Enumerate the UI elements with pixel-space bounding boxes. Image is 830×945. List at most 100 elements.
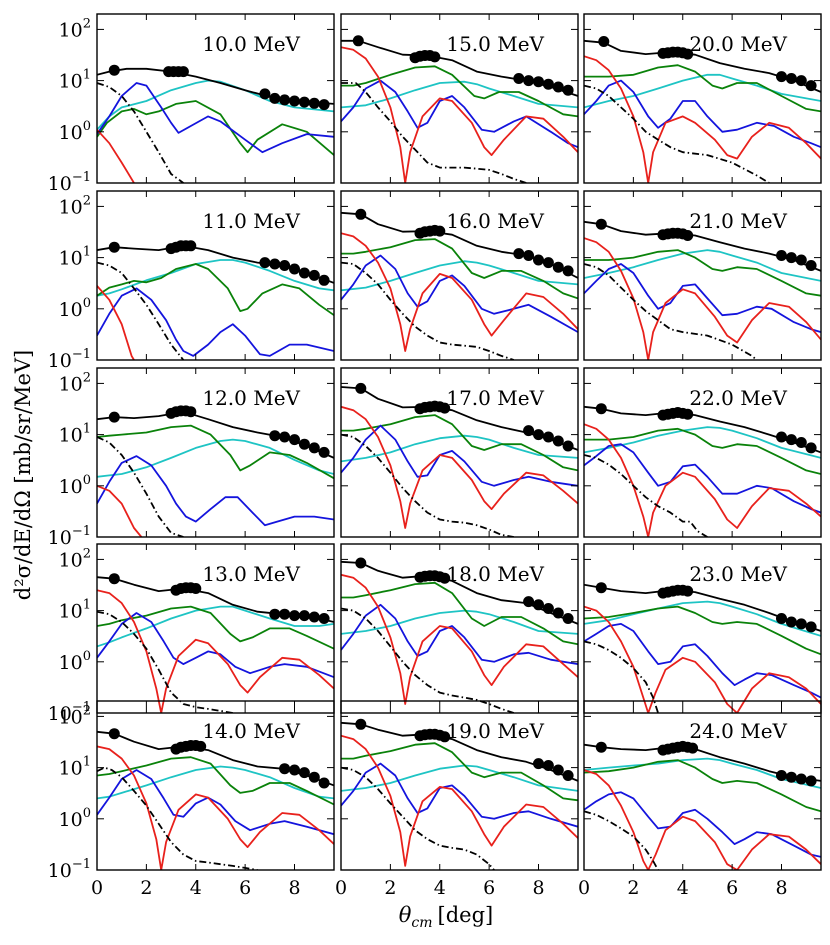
series-L0-line (341, 573, 578, 705)
data-point (776, 613, 787, 624)
x-tick-label: 6 (239, 877, 251, 899)
series-dashdot-line (341, 433, 514, 537)
series-L1-line (97, 769, 334, 836)
series-L0-line (584, 237, 821, 360)
data-point (269, 92, 281, 104)
x-axis-symbol: θ (399, 903, 412, 927)
panel-frame (340, 367, 579, 538)
data-point (523, 75, 535, 87)
series-dashdot-line (341, 607, 515, 713)
data-point (795, 254, 807, 266)
series-L3-line (97, 259, 334, 297)
panel-11: 18.0 MeV (340, 543, 579, 714)
data-point (542, 603, 554, 614)
x-tick-label: 4 (190, 877, 202, 899)
data-point (298, 267, 310, 279)
data-point (682, 230, 694, 241)
y-tick-label: 100 (59, 473, 91, 498)
panel-frame (583, 190, 822, 361)
series-L3-line (341, 80, 578, 109)
series-L0-line (341, 405, 578, 529)
data-point (177, 66, 189, 78)
plot-area (97, 240, 334, 360)
series-dashdot-line (584, 640, 659, 713)
series-L2-line (97, 424, 334, 480)
panel-14: 19.0 MeV 0 2 4 6 8 (335, 700, 579, 899)
x-tick-label: 4 (677, 877, 689, 899)
plot-area (584, 218, 821, 360)
data-point (682, 408, 694, 420)
series-dashdot-line (584, 263, 758, 360)
data-point (552, 81, 564, 93)
panel-1: 10.0 MeV 102 101 100 10−1 (48, 13, 335, 195)
series-L0-line (341, 232, 578, 352)
data-point (289, 95, 300, 107)
data-point (185, 240, 197, 252)
series-L1-line (97, 612, 334, 679)
data-point (542, 257, 554, 269)
y-tick-label: 101 (59, 422, 91, 447)
y-tick-label: 10−1 (48, 524, 91, 549)
series-dashdot-line (97, 610, 233, 713)
panel-frame (96, 700, 335, 871)
series-L3-line (97, 605, 334, 648)
data-point (776, 71, 787, 83)
panel-energy-label: 14.0 MeV (202, 719, 300, 743)
panel-frame (340, 190, 579, 361)
data-point (595, 582, 607, 594)
data-point (542, 760, 554, 771)
series-L3-line (97, 765, 334, 800)
panel-5: 16.0 MeV (340, 190, 579, 361)
panel-13: 14.0 MeV 0 2 4 6 8 102 101 100 10−1 (48, 700, 335, 899)
panel-frame (340, 13, 579, 184)
data-point (562, 84, 574, 96)
data-point (785, 616, 797, 628)
x-tick-label: 2 (627, 877, 639, 899)
data-point (805, 260, 817, 271)
data-point (805, 621, 817, 633)
series-L3-line (584, 426, 821, 459)
data-point (318, 777, 330, 789)
series-dashdot-line (584, 454, 708, 537)
data-point (269, 430, 281, 442)
data-point (785, 434, 797, 446)
data-point (289, 764, 300, 776)
data-point (190, 583, 202, 594)
panel-frame (96, 190, 335, 361)
y-axis-label: d²σ/dE/dΩ [mb/sr/MeV] (11, 350, 35, 600)
data-point (308, 611, 320, 623)
data-point (785, 252, 797, 264)
data-point (598, 36, 610, 47)
series-L0-line (97, 129, 135, 183)
series-L3-line (584, 600, 821, 637)
series-L1-line (341, 762, 578, 828)
data-point (279, 260, 291, 271)
panel-7: 12.0 MeV 102 101 100 10−1 (48, 367, 335, 549)
data-point (308, 771, 320, 783)
series-L0-line (584, 55, 821, 183)
data-point (523, 596, 535, 608)
y-tick-label: 102 (59, 370, 91, 395)
data-point (552, 435, 564, 447)
panel-15: 24.0 MeV 0 2 4 6 8 (578, 700, 822, 899)
plot-area (341, 382, 578, 537)
plot-area (584, 36, 821, 183)
series-dashdot-line (584, 810, 659, 870)
data-point (269, 608, 281, 620)
series-L3-line (97, 79, 334, 131)
x-tick-label: 0 (578, 877, 590, 899)
data-point (785, 771, 797, 783)
panel-energy-label: 24.0 MeV (689, 719, 787, 743)
x-axis-label: θcm [deg] (399, 903, 493, 931)
data-point (108, 411, 120, 423)
series-L0-line (97, 484, 143, 537)
y-tick-label: 10−1 (48, 700, 91, 725)
data-point (308, 97, 320, 109)
panel-energy-label: 10.0 MeV (202, 32, 300, 56)
series-dashdot-line (97, 82, 184, 183)
data-point (687, 742, 699, 754)
series-L1-line (584, 79, 821, 149)
data-point (776, 770, 787, 781)
data-point (259, 257, 271, 269)
panel-frame (96, 543, 335, 714)
